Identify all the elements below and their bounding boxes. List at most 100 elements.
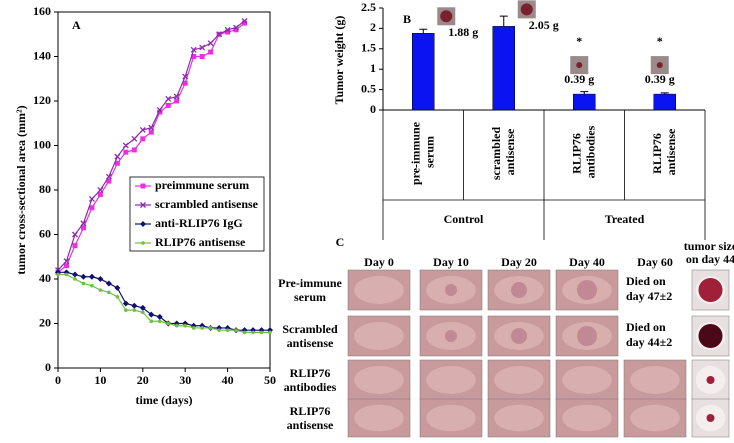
series-line — [57, 20, 245, 271]
label-line: Day 60 — [637, 255, 673, 269]
photo-shade — [354, 322, 404, 350]
legend-frame — [129, 176, 265, 252]
bar — [412, 33, 435, 111]
marker — [124, 308, 128, 312]
tumor-bump — [577, 326, 597, 346]
marker — [90, 283, 94, 288]
x-tick-label: 30 — [179, 373, 191, 387]
y-tick-label: 60 — [39, 226, 51, 240]
marker — [148, 124, 155, 131]
panel-letter: A — [72, 18, 81, 32]
label-line: on day 44 — [686, 252, 734, 266]
x-tick-label: 50 — [264, 373, 276, 387]
marker — [156, 313, 163, 320]
label-line: day 47±2 — [626, 289, 672, 303]
value-label: 0.39 g — [645, 72, 675, 86]
marker — [114, 284, 121, 291]
bar — [492, 26, 515, 111]
marker — [64, 272, 69, 277]
y-tick-label: 1 — [370, 61, 376, 75]
tumor-photo — [698, 278, 723, 302]
y-axis-label: tumor cross-sectional area (mm²) — [14, 105, 28, 274]
marker — [114, 153, 121, 160]
marker — [97, 187, 104, 193]
marker — [191, 54, 197, 59]
marker — [98, 288, 103, 292]
y-tick-label: 2 — [370, 20, 376, 34]
marker — [174, 98, 180, 104]
x-axis-label: time (days) — [136, 393, 193, 407]
y-tick-label: 100 — [33, 137, 51, 151]
marker — [80, 225, 86, 231]
legend-label: anti-RLIP76 IgG — [155, 216, 243, 230]
error-bar — [580, 91, 589, 95]
marker — [242, 20, 248, 26]
marker — [114, 160, 120, 166]
marker — [233, 24, 240, 31]
marker — [141, 310, 145, 315]
tumor-bump — [577, 280, 597, 300]
tumor-bump — [445, 284, 457, 296]
photo-shade — [426, 404, 476, 432]
tumor-bump — [511, 282, 527, 298]
marker — [208, 49, 214, 55]
marker — [191, 326, 196, 330]
y-tick-label: 1.5 — [361, 41, 376, 55]
y-tick-label: 0 — [370, 102, 376, 116]
tumor-thumb-dot — [576, 62, 583, 69]
marker — [217, 328, 221, 332]
marker — [88, 273, 95, 280]
label-line: Day 40 — [569, 255, 605, 269]
label-line: Died on — [626, 274, 666, 288]
marker — [165, 95, 172, 102]
x-tick-label: 40 — [222, 373, 234, 387]
marker — [225, 29, 231, 35]
marker — [224, 26, 231, 33]
tumor-bump — [445, 330, 457, 342]
x-tick-label: 10 — [94, 373, 106, 387]
label-line: Died on — [626, 320, 666, 334]
label-line: Scrambled — [282, 322, 338, 336]
bar — [653, 93, 676, 111]
marker — [190, 46, 197, 53]
marker — [131, 302, 138, 309]
photo-shade — [494, 366, 544, 394]
marker — [259, 330, 264, 335]
marker — [63, 263, 69, 269]
bar — [573, 93, 596, 111]
marker — [242, 330, 247, 335]
photo-shade — [630, 404, 680, 432]
legend-label: scrambled antisense — [155, 197, 259, 211]
marker — [139, 126, 146, 133]
marker — [88, 195, 95, 202]
y-tick-label: 140 — [33, 48, 51, 62]
legend-label: preimmune serum — [155, 178, 249, 192]
photo-shade — [354, 276, 404, 304]
marker — [140, 221, 146, 227]
y-tick-label: 2.5 — [361, 0, 376, 14]
marker — [72, 231, 78, 238]
marker — [81, 281, 86, 286]
error-bar — [660, 92, 669, 95]
value-label: 0.39 g — [564, 72, 594, 86]
marker — [141, 241, 145, 245]
legend-label: RLIP76 antisense — [155, 235, 246, 249]
tumor-photo — [706, 414, 715, 422]
label-line: Day 10 — [433, 255, 469, 269]
marker — [132, 308, 137, 312]
marker — [148, 129, 154, 135]
panel-letter: C — [336, 235, 345, 249]
y-axis-label: Tumor weight (g) — [332, 16, 346, 105]
marker — [89, 205, 95, 211]
marker — [105, 173, 112, 180]
marker — [183, 323, 187, 328]
marker — [148, 311, 155, 318]
category-label: RLIP76 antibodies — [569, 125, 597, 178]
marker — [140, 136, 146, 142]
marker — [71, 271, 78, 278]
x-tick-label: 0 — [55, 373, 61, 387]
marker — [173, 93, 180, 100]
series-line — [58, 273, 270, 333]
tumor-thumb-dot — [656, 62, 663, 69]
value-label: 1.88 g — [448, 25, 478, 39]
